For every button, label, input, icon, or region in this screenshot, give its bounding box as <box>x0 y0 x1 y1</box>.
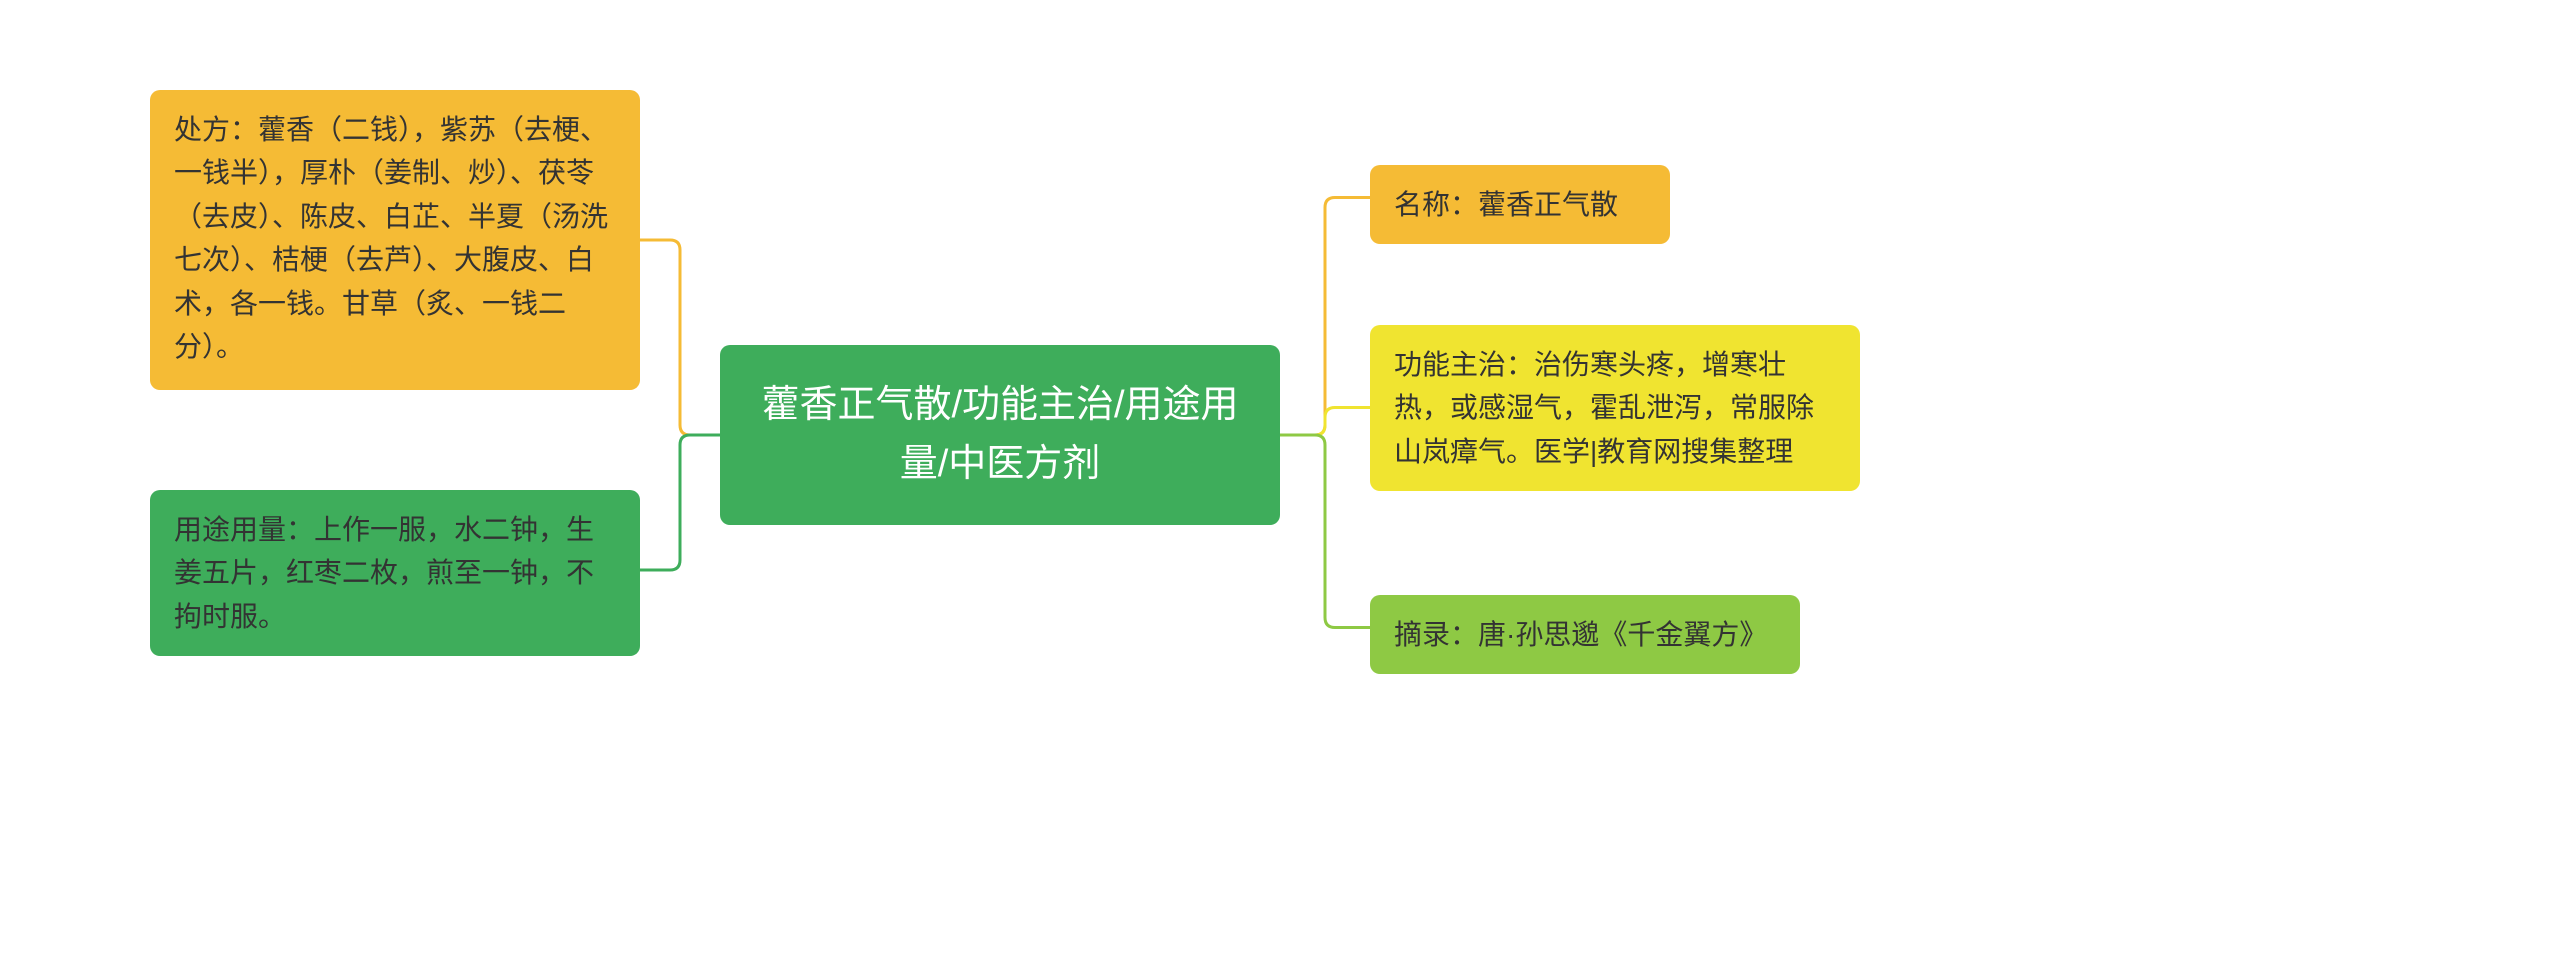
right-node-source: 摘录：唐·孙思邈《千金翼方》 <box>1370 595 1800 674</box>
left-node-prescription: 处方：藿香（二钱），紫苏（去梗、一钱半），厚朴（姜制、炒）、茯苓（去皮）、陈皮、… <box>150 90 640 390</box>
center-node: 藿香正气散/功能主治/用途用量/中医方剂 <box>720 345 1280 525</box>
right-node-function: 功能主治：治伤寒头疼，增寒壮热，或感湿气，霍乱泄泻，常服除山岚瘴气。医学|教育网… <box>1370 325 1860 491</box>
left-node-usage: 用途用量：上作一服，水二钟，生姜五片，红枣二枚，煎至一钟，不拘时服。 <box>150 490 640 656</box>
right-node-name: 名称：藿香正气散 <box>1370 165 1670 244</box>
